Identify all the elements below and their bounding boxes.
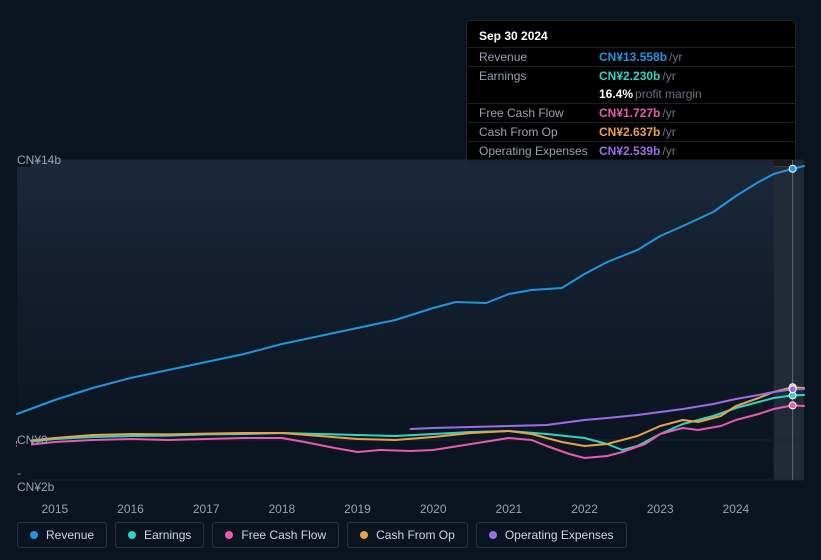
tooltip-row: EarningsCN¥2.230b /yr (467, 66, 795, 85)
legend-label: Earnings (144, 528, 191, 542)
tooltip-value: CN¥13.558b (599, 50, 667, 64)
tooltip-suffix: /yr (662, 144, 675, 158)
tooltip-row: Cash From OpCN¥2.637b /yr (467, 122, 795, 141)
tooltip-row: Operating ExpensesCN¥2.539b /yr (467, 141, 795, 160)
tooltip-suffix: /yr (662, 106, 675, 120)
legend-dot-icon (30, 531, 38, 539)
tooltip-label: Cash From Op (479, 125, 599, 139)
x-axis-label: 2018 (268, 502, 295, 516)
x-axis-label: 2019 (344, 502, 371, 516)
legend-item-operating-expenses[interactable]: Operating Expenses (476, 522, 627, 548)
y-axis-label: CN¥14b (17, 153, 31, 167)
tooltip-value: CN¥2.539b (599, 144, 660, 158)
x-axis-label: 2016 (117, 502, 144, 516)
legend-item-free-cash-flow[interactable]: Free Cash Flow (212, 522, 339, 548)
legend-item-earnings[interactable]: Earnings (115, 522, 204, 548)
legend-label: Revenue (46, 528, 94, 542)
tooltip-label: Revenue (479, 50, 599, 64)
y-axis-label: -CN¥2b (17, 466, 31, 494)
tooltip-suffix: /yr (662, 69, 675, 83)
tooltip-value: CN¥2.230b (599, 69, 660, 83)
legend-label: Operating Expenses (505, 528, 614, 542)
tooltip-label (479, 87, 599, 101)
tooltip-suffix: /yr (662, 125, 675, 139)
legend: Revenue Earnings Free Cash Flow Cash From O… (17, 522, 627, 548)
legend-dot-icon (489, 531, 497, 539)
x-axis-label: 2024 (723, 502, 750, 516)
legend-dot-icon (360, 531, 368, 539)
financials-chart[interactable]: CN¥14bCN¥0-CN¥2b201520162017201820192020… (17, 160, 804, 480)
x-axis-label: 2022 (571, 502, 598, 516)
legend-label: Cash From Op (376, 528, 455, 542)
tooltip-label: Earnings (479, 69, 599, 83)
tooltip-label: Operating Expenses (479, 144, 599, 158)
x-axis-label: 2017 (193, 502, 220, 516)
chart-tooltip: Sep 30 2024 RevenueCN¥13.558b /yrEarning… (466, 20, 796, 167)
legend-item-revenue[interactable]: Revenue (17, 522, 107, 548)
x-axis-label: 2020 (420, 502, 447, 516)
tooltip-row: RevenueCN¥13.558b /yr (467, 47, 795, 66)
tooltip-label: Free Cash Flow (479, 106, 599, 120)
legend-dot-icon (225, 531, 233, 539)
tooltip-row: Free Cash FlowCN¥1.727b /yr (467, 103, 795, 122)
tooltip-date: Sep 30 2024 (467, 27, 795, 47)
tooltip-suffix: profit margin (635, 87, 702, 101)
tooltip-value: CN¥2.637b (599, 125, 660, 139)
x-axis-label: 2023 (647, 502, 674, 516)
chart-svg (17, 160, 804, 480)
tooltip-row: 16.4% profit margin (467, 85, 795, 103)
tooltip-value: CN¥1.727b (599, 106, 660, 120)
legend-item-cash-from-op[interactable]: Cash From Op (347, 522, 468, 548)
x-axis-label: 2015 (41, 502, 68, 516)
y-axis-label: CN¥0 (17, 433, 31, 447)
legend-label: Free Cash Flow (241, 528, 326, 542)
tooltip-suffix: /yr (669, 50, 682, 64)
legend-dot-icon (128, 531, 136, 539)
tooltip-value: 16.4% (599, 87, 633, 101)
x-axis-label: 2021 (496, 502, 523, 516)
